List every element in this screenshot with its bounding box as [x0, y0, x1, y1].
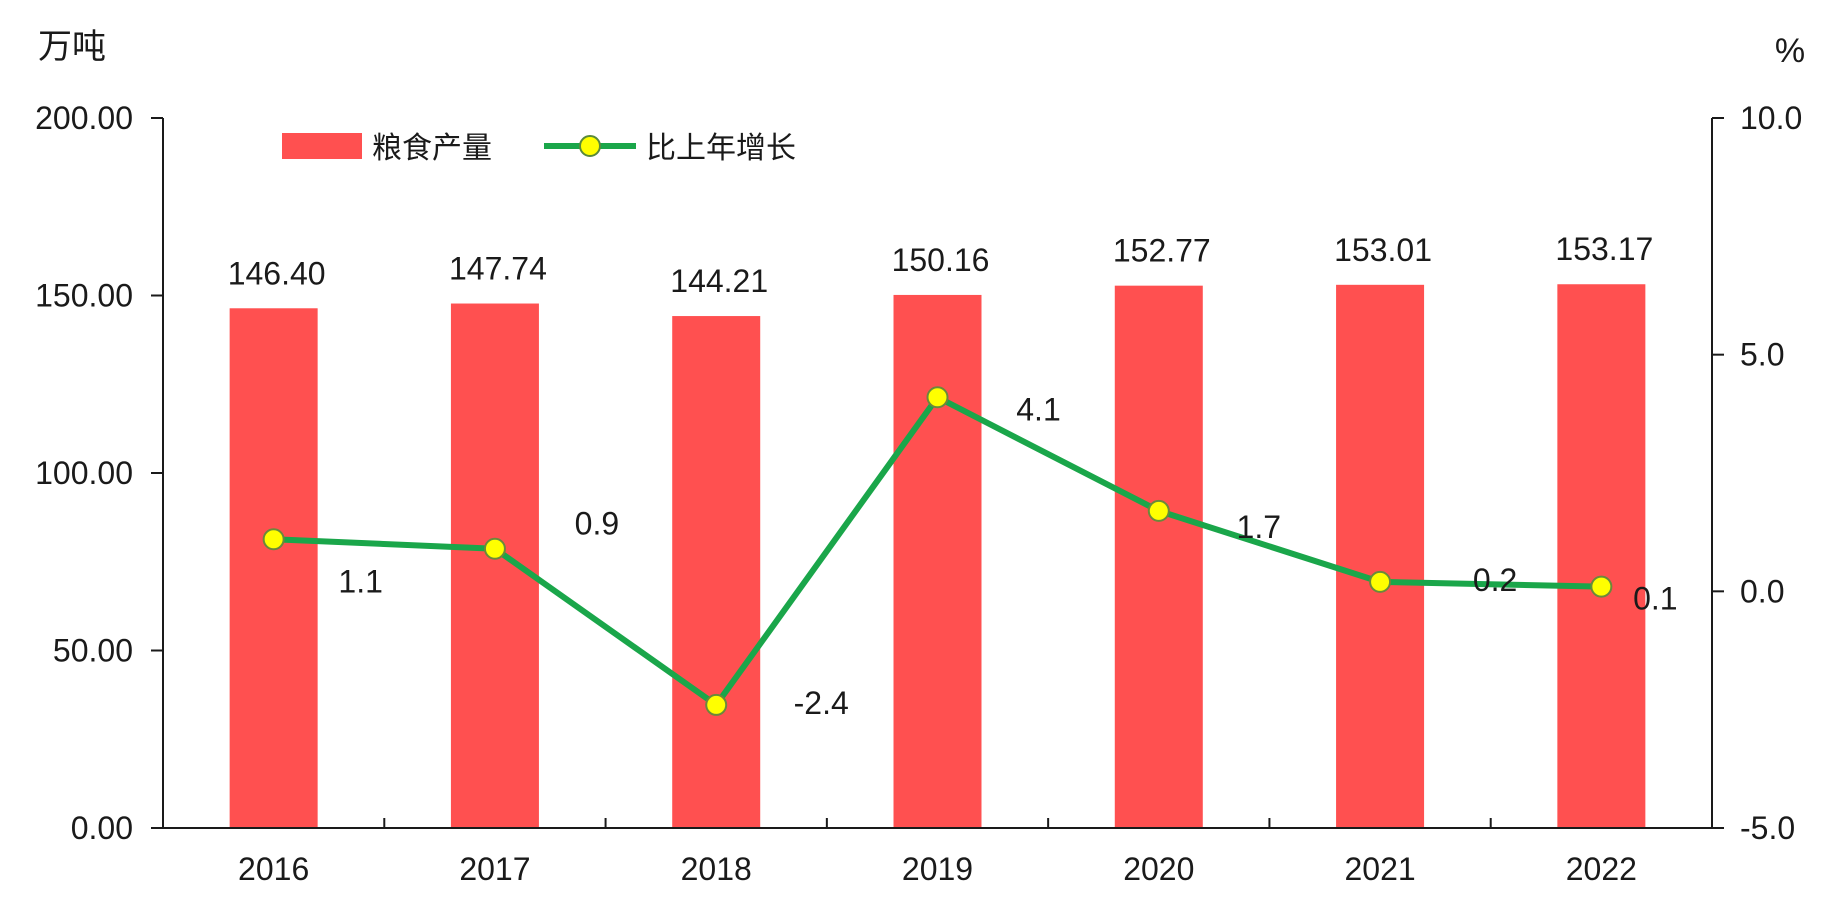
- x-tick-label: 2022: [1566, 851, 1637, 887]
- line-data-labels: 1.1 0.9 -2.4 4.1 1.7 0.2 0.1: [338, 391, 1677, 721]
- growth-value-label: 0.1: [1633, 581, 1677, 617]
- x-tick-label: 2021: [1344, 851, 1415, 887]
- growth-marker-2017: [483, 537, 506, 560]
- right-tick-label: -5.0: [1740, 810, 1795, 846]
- right-axis-unit: %: [1775, 32, 1805, 70]
- left-tick-label: 150.00: [35, 278, 133, 314]
- left-axis-ticks: 0.00 50.00 100.00 150.00 200.00: [35, 100, 163, 846]
- growth-value-label: 1.7: [1237, 509, 1281, 545]
- left-tick-label: 50.00: [53, 633, 133, 669]
- growth-value-label: -2.4: [794, 685, 849, 721]
- bar-value-label: 152.77: [1113, 233, 1211, 269]
- right-tick-label: 5.0: [1740, 337, 1784, 373]
- x-tick-label: 2016: [238, 851, 309, 887]
- legend-swatch-marker: [579, 135, 601, 157]
- legend-label-bar: 粮食产量: [372, 132, 492, 165]
- growth-marker-2018: [705, 693, 728, 716]
- x-axis: 2016 2017 2018 2019 2020 2021 2022: [163, 818, 1712, 887]
- left-axis-unit: 万吨: [38, 28, 106, 66]
- growth-marker-2016: [262, 528, 285, 551]
- bar-2020: [1114, 285, 1203, 828]
- bar-value-label: 147.74: [449, 251, 547, 287]
- bar-2017: [450, 303, 539, 828]
- line-series: [262, 386, 1613, 716]
- growth-marker-2020: [1147, 499, 1170, 522]
- legend-label-line: 比上年增长: [646, 132, 796, 165]
- left-tick-label: 100.00: [35, 455, 133, 491]
- growth-value-label: 0.9: [575, 506, 619, 542]
- bar-2021: [1336, 284, 1425, 828]
- bar-2016: [229, 308, 318, 828]
- bar-value-label: 144.21: [670, 263, 768, 299]
- right-axis-ticks: -5.0 0.0 5.0 10.0: [1712, 100, 1802, 846]
- right-tick-label: 10.0: [1740, 100, 1802, 136]
- bar-2019: [893, 294, 982, 828]
- legend-swatch-bar: [282, 133, 362, 159]
- bar-data-labels: 146.40 147.74 144.21 150.16 152.77 153.01 153.…: [228, 231, 1654, 299]
- x-tick-label: 2019: [902, 851, 973, 887]
- x-tick-label: 2018: [681, 851, 752, 887]
- bar-value-label: 150.16: [892, 242, 990, 278]
- growth-value-label: 1.1: [338, 563, 382, 599]
- growth-value-label: 0.2: [1473, 562, 1517, 598]
- legend: 粮食产量 比上年增长: [282, 132, 796, 165]
- left-tick-label: 0.00: [71, 810, 133, 846]
- bar-2022: [1557, 284, 1646, 829]
- x-tick-label: 2017: [459, 851, 530, 887]
- left-tick-label: 200.00: [35, 100, 133, 136]
- growth-marker-2021: [1369, 570, 1392, 593]
- growth-marker-2022: [1590, 575, 1613, 598]
- right-tick-label: 0.0: [1740, 573, 1784, 609]
- bar-value-label: 153.01: [1334, 232, 1432, 268]
- x-tick-label: 2020: [1123, 851, 1194, 887]
- growth-value-label: 4.1: [1016, 391, 1060, 427]
- bar-value-label: 153.17: [1555, 231, 1653, 267]
- bar-2018: [672, 316, 761, 828]
- bar-series: [229, 284, 1646, 829]
- bar-value-label: 146.40: [228, 255, 326, 291]
- growth-marker-2019: [926, 386, 949, 409]
